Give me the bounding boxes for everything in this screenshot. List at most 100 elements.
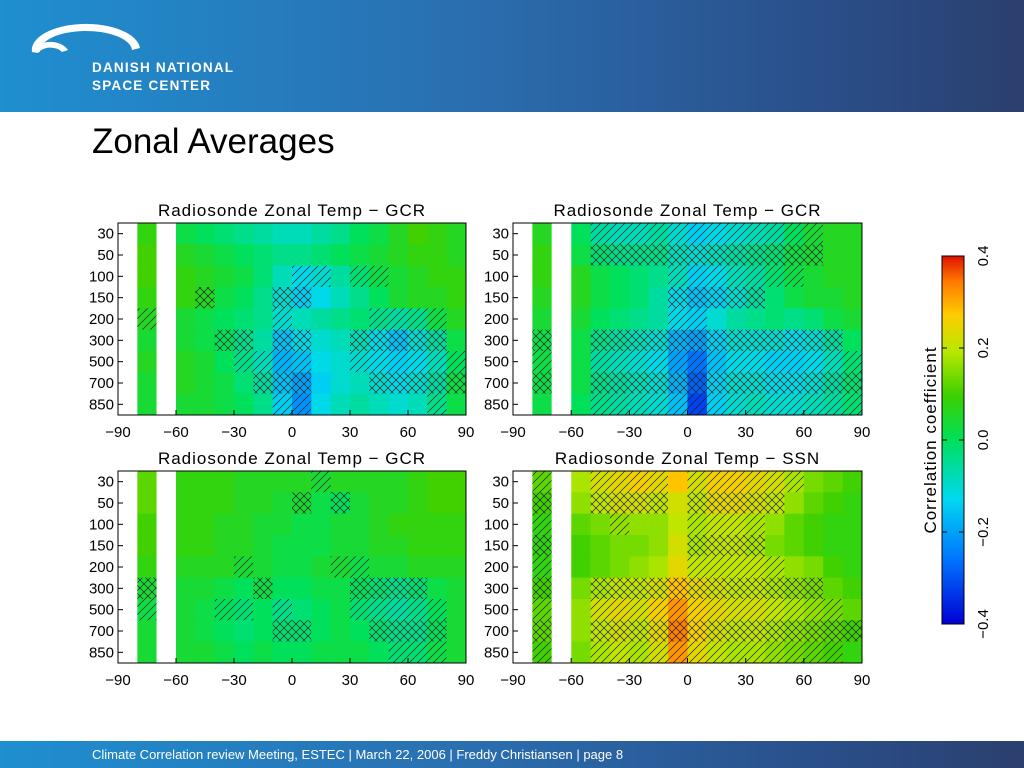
significance-hatch [784,641,804,663]
x-tick-label: −30 [221,672,246,689]
heatmap-cell [137,265,158,288]
significance-hatch [687,308,707,330]
heatmap-cell [137,393,158,416]
significance-hatch [214,599,234,621]
significance-hatch [427,599,447,621]
significance-hatch [765,620,785,642]
significance-hatch [745,620,766,642]
y-tick-label: 150 [89,538,114,555]
significance-hatch [292,351,312,373]
heatmap-cell [648,535,669,557]
significance-hatch [311,471,331,493]
significance-hatch [726,620,746,642]
heatmap-cell [253,620,274,643]
y-tick-label: 100 [484,268,509,285]
significance-hatch [427,641,447,663]
heatmap-cell [823,244,844,267]
y-tick-label: 500 [484,354,509,371]
heatmap-cell [842,244,863,267]
y-tick-label: 200 [89,559,114,576]
colorbar-tick-label: 0.4 [975,246,992,267]
heatmap-cell [408,287,428,309]
heatmap-cell [234,393,254,416]
heatmap-cell [214,641,235,664]
heatmap-cell [571,372,591,395]
heatmap-cell [176,287,196,309]
heatmap-cell [803,513,824,536]
heatmap-cell [408,244,428,267]
x-tick-label: −30 [221,424,246,441]
significance-hatch [408,329,428,351]
heatmap-cell [214,577,235,600]
heatmap-cell [330,244,351,267]
heatmap-cell [330,577,351,600]
heatmap-cell [668,513,688,536]
significance-hatch [609,471,630,493]
significance-hatch [292,287,312,309]
significance-hatch [369,351,389,373]
significance-hatch [272,372,292,394]
heatmap-cell [214,287,235,309]
heatmap-cell [137,372,158,395]
heatmap-cell [350,641,370,664]
significance-hatch [842,620,862,642]
heatmap-cell [311,535,332,557]
heatmap-cell [842,329,863,352]
significance-hatch [668,287,688,309]
x-tick-label: −90 [105,672,130,689]
heatmap-cell [195,372,216,395]
heatmap-panel-2: Radiosonde Zonal Temp − GCR −90 −60 −30 0 30 6… [484,201,870,441]
significance-hatch [784,393,804,415]
significance-hatch [803,577,824,599]
heatmap-cell [330,308,351,331]
dome-arc-icon [31,23,141,53]
significance-hatch [590,244,610,266]
heatmap-cell [330,599,351,621]
y-tick-label: 30 [97,226,114,243]
heatmap-cell [214,393,235,416]
heatmap-cell [214,244,235,267]
heatmap-cell [214,513,235,536]
significance-hatch [532,599,552,621]
significance-hatch [350,351,370,373]
heatmap-cell [272,471,293,493]
y-tick-label: 850 [89,396,114,413]
heatmap-cell [408,535,428,557]
heatmap-cell [571,287,591,309]
heatmap-cell [311,513,332,536]
y-tick-label: 500 [89,602,114,619]
page-title: Zonal Averages [92,122,335,161]
heatmap-cell [427,577,448,600]
heatmap-cell [590,308,611,331]
significance-hatch [629,492,649,514]
heatmap-cell [427,287,448,309]
heatmap-cell [532,223,553,245]
significance-hatch [590,393,610,415]
significance-hatch [648,244,669,266]
significance-hatch [726,351,746,373]
heatmap-cell [408,492,428,515]
heatmap-cell [408,513,428,536]
significance-hatch [745,513,766,535]
significance-hatch [706,329,727,351]
heatmap-cell [311,287,332,309]
significance-hatch [765,351,785,373]
significance-hatch [784,372,804,394]
heatmap-cell [350,471,370,493]
heatmap-cell [842,556,863,579]
significance-hatch [668,393,688,415]
heatmap-cell [609,265,630,288]
significance-hatch [292,329,312,351]
significance-hatch [745,244,766,266]
significance-hatch [726,471,746,493]
significance-hatch [369,577,389,599]
heatmap-cell [532,308,553,331]
y-tick-label: 30 [97,474,114,491]
heatmap-cell [823,471,844,493]
x-tick-label: 0 [288,672,296,689]
panel-title: Radiosonde Zonal Temp − SSN [555,449,820,468]
heatmap-cell [311,641,332,664]
heatmap-cell [195,308,216,331]
heatmap-cell [272,577,293,600]
